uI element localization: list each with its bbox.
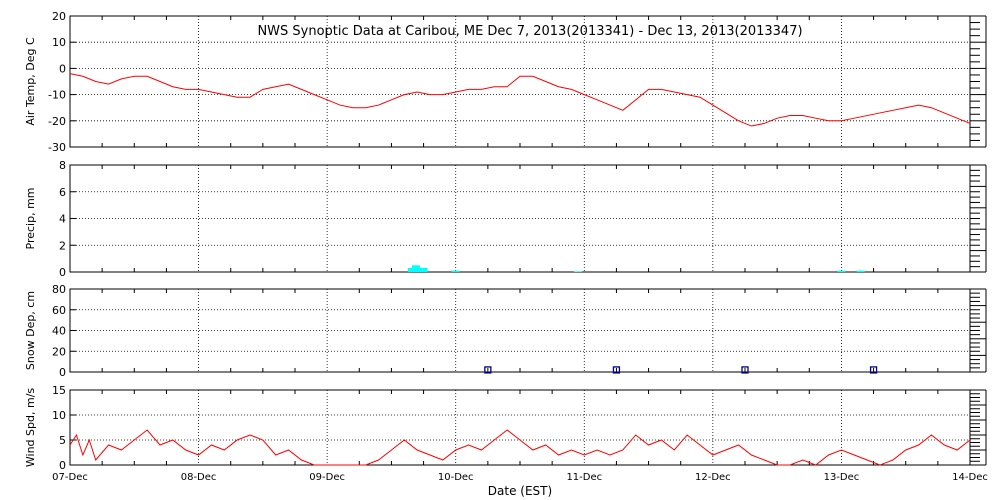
y-tick-label: 20	[52, 345, 66, 358]
snow-marker	[484, 366, 492, 374]
y-tick-label: 5	[59, 434, 66, 447]
x-tick-label: 07-Dec	[52, 472, 88, 483]
y-tick-label: -10	[48, 89, 66, 102]
precip-bar	[837, 270, 846, 272]
panel-2: 0 20 40 60 80 Snow Dep, cm	[24, 283, 987, 379]
y-tick-label: 0	[59, 459, 66, 472]
x-tick-label: 14-Dec	[952, 472, 988, 483]
y-tick-label: 0	[59, 366, 66, 379]
y-axis-label: Wind Spd, m/s	[24, 388, 37, 468]
series-line	[69, 429, 971, 466]
y-tick-label: 0	[59, 266, 66, 279]
x-tick-label: 13-Dec	[824, 472, 860, 483]
x-tick-label: 10-Dec	[438, 472, 474, 483]
snow-marker	[869, 366, 878, 374]
y-tick-label: 6	[59, 186, 66, 199]
y-tick-label: 80	[52, 283, 66, 296]
y-tick-label: 10	[52, 36, 66, 49]
snow-marker	[741, 366, 749, 374]
y-axis-label: Precip, mm	[24, 188, 37, 250]
precip-bar	[419, 267, 428, 272]
precip-bar	[451, 270, 460, 272]
panel-frame	[69, 389, 971, 466]
y-tick-label: 4	[59, 213, 66, 226]
y-tick-label: 20	[52, 10, 66, 23]
snow-marker	[612, 366, 621, 374]
x-tick-label: 12-Dec	[695, 472, 731, 483]
y-axis-label: Snow Dep, cm	[24, 291, 37, 370]
panel-0: -30 -20 -10 0 10 20 Air Temp, Deg C	[24, 10, 987, 154]
y-tick-label: 60	[52, 304, 66, 317]
precip-bar	[856, 270, 865, 272]
y-tick-label: -20	[48, 115, 66, 128]
x-axis-label: Date (EST)	[488, 484, 552, 498]
y-tick-label: -30	[48, 141, 66, 154]
chart-title: NWS Synoptic Data at Caribou, ME Dec 7, …	[257, 24, 802, 39]
y-tick-label: 15	[52, 384, 66, 397]
y-tick-label: 8	[59, 159, 66, 172]
y-tick-label: 10	[52, 409, 66, 422]
x-tick-label: 08-Dec	[181, 472, 217, 483]
x-tick-label: 09-Dec	[309, 472, 345, 483]
x-tick-label: 11-Dec	[566, 472, 602, 483]
y-tick-label: 40	[52, 325, 66, 338]
y-tick-label: 0	[59, 62, 66, 75]
y-axis-label: Air Temp, Deg C	[24, 37, 37, 126]
panel-3: 0 5 10 15 Wind Spd, m/s	[24, 384, 987, 472]
precip-bar	[573, 271, 582, 272]
panel-1: 0 2 4 6 8 Precip, mm	[24, 159, 987, 279]
y-tick-label: 2	[59, 239, 66, 252]
series-line	[69, 73, 971, 127]
